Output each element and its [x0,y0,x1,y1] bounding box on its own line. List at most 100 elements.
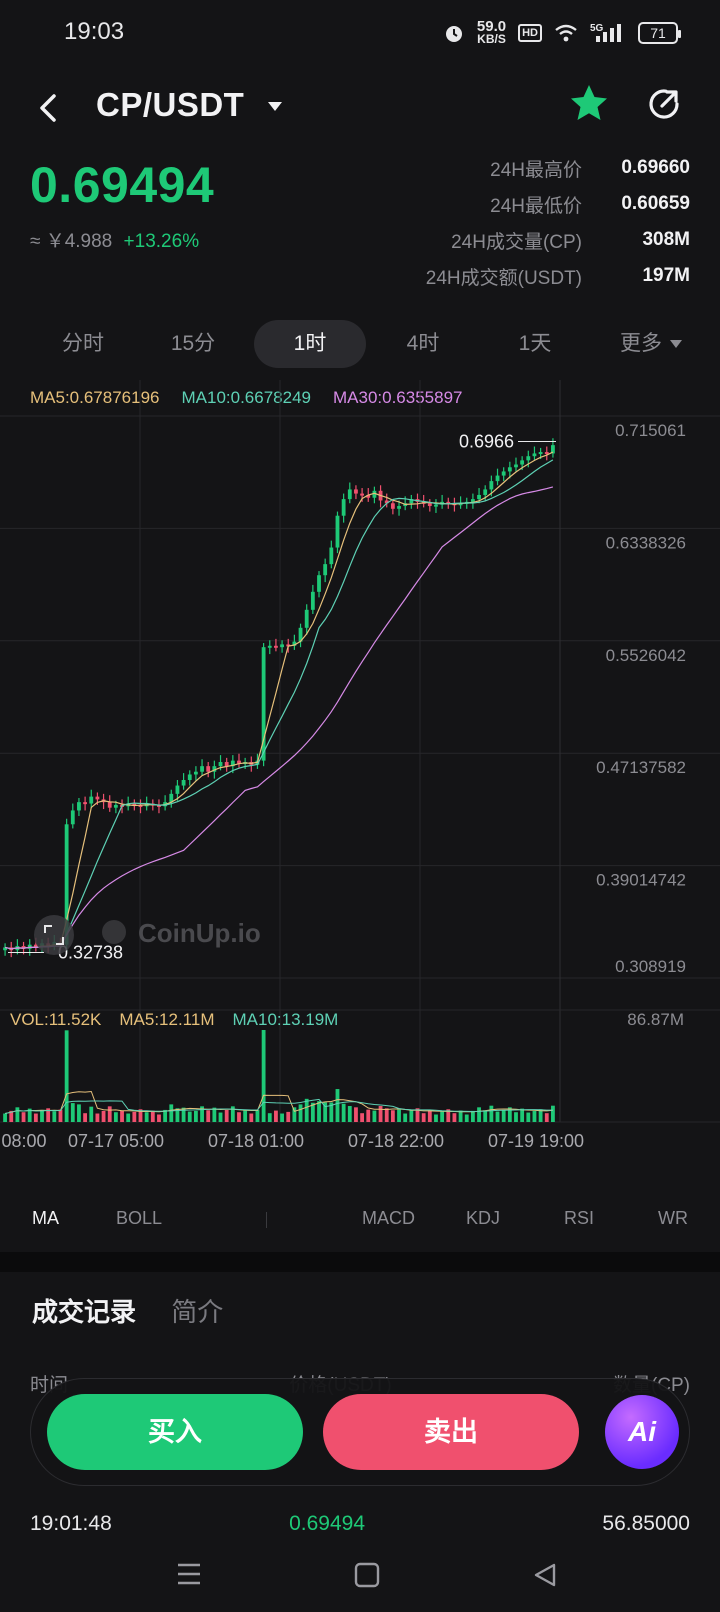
back-icon[interactable] [30,86,70,130]
candle [434,504,438,507]
indicator-ma[interactable]: MA [32,1208,59,1228]
tab-1h[interactable]: 1时 [254,320,366,368]
tab-more[interactable]: 更多 [606,320,696,368]
volume-bar [286,1111,291,1122]
candle [224,762,229,767]
indicator-macd[interactable]: MACD [362,1208,415,1228]
volume-bar [366,1109,371,1122]
volume-bar [464,1114,469,1122]
action-bar: 买入 卖出 Ai [30,1378,690,1486]
indicator-wr[interactable]: WR [658,1208,688,1228]
volume-bar [532,1110,537,1122]
ai-assistant-button[interactable]: Ai [605,1395,679,1469]
y-tick-label: 0.47137582 [596,758,686,777]
ma10-line [4,459,554,950]
signal-icon: 5G [590,23,621,42]
tab-4h[interactable]: 4时 [406,332,440,355]
ma10-label: MA10:0.6678249 [181,388,312,407]
volume-bar [421,1113,426,1122]
volume-bar [144,1112,149,1122]
indicator-rsi[interactable]: RSI [564,1208,595,1228]
volume-bar [83,1113,88,1122]
volume-bar [520,1108,525,1122]
volume-bar [427,1109,432,1122]
tab-15m[interactable]: 15分 [170,332,216,355]
divider [266,1212,267,1228]
candle [538,452,543,455]
tab-intro[interactable]: 简介 [171,1297,224,1327]
menu-icon[interactable] [176,1562,202,1586]
indicator-boll[interactable]: BOLL [116,1208,163,1228]
hd-badge: HD [518,24,542,42]
stat-label: 24H最低价 [490,195,582,217]
back-nav-icon[interactable] [532,1562,558,1588]
buy-button[interactable]: 买入 [47,1394,303,1470]
y-tick-label: 0.5526042 [606,646,686,665]
candle [347,489,352,500]
candle [446,501,451,504]
candle [83,802,88,805]
volume-bar [372,1110,377,1122]
volume-bar [218,1112,223,1122]
expand-icon-glyph [44,925,64,945]
expand-icon [34,915,74,955]
candlestick-chart[interactable]: 0.715061 0.6338326 0.5526042 0.47137582 0.39… [0,380,720,1180]
tab-trades[interactable]: 成交记录 [32,1297,137,1327]
chevron-down-icon[interactable] [268,102,282,111]
volume-bar [15,1107,20,1122]
home-icon[interactable] [354,1562,380,1588]
candle [495,475,500,482]
volume-bar [292,1107,297,1122]
y-tick-label: 0.715061 [615,421,686,440]
volume-bar [323,1102,328,1122]
candle [169,793,174,803]
candle [335,515,340,548]
candle [483,489,488,495]
volume-bar [95,1113,100,1122]
candle [304,609,309,628]
sell-button[interactable]: 卖出 [323,1394,579,1470]
volume-bar [280,1113,284,1122]
battery-indicator: 71 [638,22,681,44]
volume-bar [489,1105,494,1122]
volume-bar [415,1108,420,1122]
candle [470,499,475,502]
volume-bar [243,1110,248,1122]
volume-bar [317,1101,321,1122]
indicator-kdj[interactable]: KDJ [466,1208,501,1228]
wifi-icon [555,24,577,42]
candle [520,460,525,465]
candle [477,494,481,500]
candle [427,503,432,507]
alarm-icon [445,26,462,42]
star-icon[interactable] [568,82,610,124]
tab-1d[interactable]: 1天 [518,332,552,355]
candle [187,774,192,781]
candle [64,824,69,945]
share-icon[interactable] [644,84,684,124]
volume-bar [113,1112,118,1122]
volume-legend: VOL:11.52K MA5:12.11M MA10:13.19M [10,1010,338,1030]
volume-bar [249,1113,254,1122]
price-subline: ≈ ￥4.988 +13.26% [30,226,199,253]
volume-bar [89,1106,94,1122]
volume-bar [544,1113,549,1122]
volume-bar [212,1107,217,1122]
candle [551,445,555,454]
candle [33,944,38,948]
tab-timeshare[interactable]: 分时 [62,332,104,355]
volume-bar [470,1110,475,1122]
y-tick-label: 0.39014742 [596,871,686,890]
stat-value: 308M [642,229,690,250]
volume-bar [206,1110,211,1122]
volume-bar [187,1111,192,1122]
volume-bar [193,1110,198,1122]
volume-bar [33,1113,38,1122]
pair-title[interactable]: CP/USDT [96,86,245,123]
stat-turnover: 24H成交额(USDT) 197M [370,258,690,294]
candle [261,647,266,761]
status-icons: 59.0 KB/S HD 5G 71 [443,18,681,48]
volume-bar [3,1113,7,1122]
candle [292,641,297,646]
volume-bar [77,1104,81,1122]
